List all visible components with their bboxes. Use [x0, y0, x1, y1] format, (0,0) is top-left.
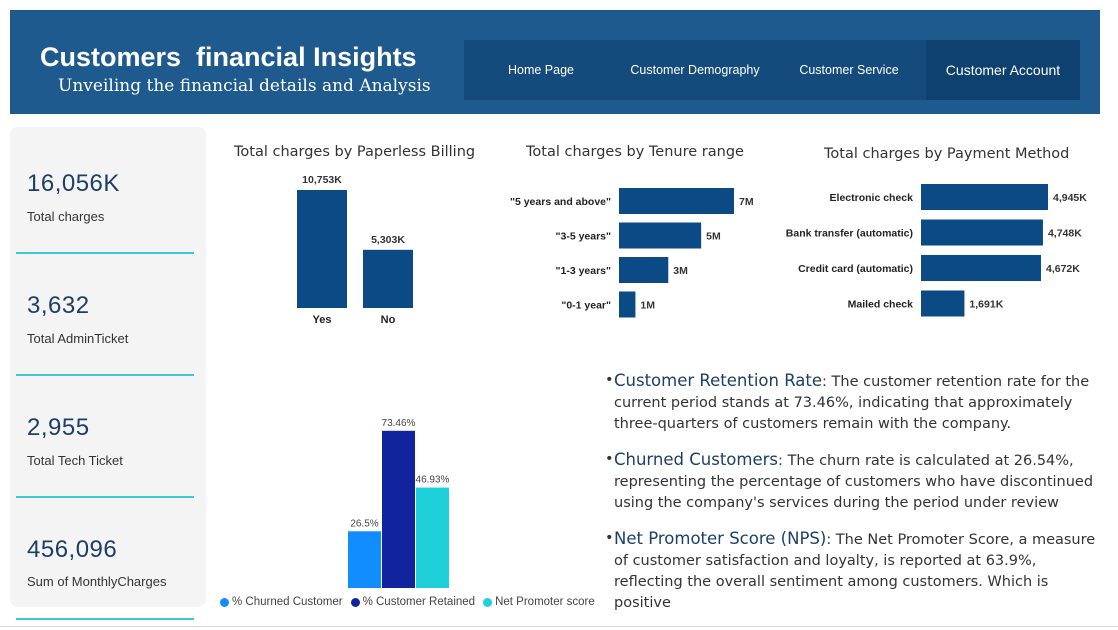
kpi-divider: [16, 618, 194, 620]
tick-label: Mailed check: [848, 299, 914, 311]
insight-item: • Net Promoter Score (NPS): The Net Promo…: [605, 528, 1100, 614]
nav-customer-demography[interactable]: Customer Demography: [630, 63, 760, 77]
report-subtitle: Unveiling the financial details and Anal…: [58, 76, 431, 96]
data-label: 3M: [673, 265, 688, 277]
insight-item: • Customer Retention Rate: The customer r…: [605, 370, 1100, 435]
data-label: 4,945K: [1053, 192, 1087, 204]
data-label: 46.93%: [416, 475, 450, 486]
bullet: •: [605, 530, 614, 546]
tick-label: Electronic check: [830, 192, 914, 204]
kpi-divider: [16, 374, 194, 376]
nav-bar: Home Page Customer Demography Customer S…: [464, 40, 1080, 100]
data-label: 10,753K: [302, 174, 342, 186]
kpi-tech-ticket-label: Total Tech Ticket: [27, 453, 123, 468]
legend-item: % Customer Retained: [350, 596, 476, 608]
data-label: 7M: [739, 196, 754, 208]
bar: [363, 249, 413, 308]
insight-item: • Churned Customers: The churn rate is ca…: [605, 449, 1100, 514]
insight-heading: Customer Retention Rate: [614, 371, 823, 390]
report-title: Customers financial Insights: [40, 42, 417, 72]
legend-label: Net Promoter score: [495, 596, 595, 608]
tick-label: "3-5 years": [556, 231, 612, 243]
data-label: 73.46%: [382, 418, 416, 429]
data-label: 5M: [706, 231, 721, 243]
kpi-monthly-charges-value: 456,096: [27, 536, 118, 563]
bar: [921, 184, 1048, 210]
data-label: 5,303K: [371, 234, 405, 246]
bar: [619, 257, 669, 283]
bar: [921, 290, 965, 317]
retention-legend: % Churned Customer % Customer Retained N…: [220, 596, 595, 608]
insight-body: : The Net Promoter Score, a measure of c…: [614, 532, 1096, 611]
tick-label: "1-3 years": [556, 265, 612, 277]
bottom-rule: [0, 626, 1118, 627]
data-label: 1,691K: [969, 299, 1003, 311]
bar: [416, 487, 449, 588]
paperless-chart-title: Total charges by Paperless Billing: [234, 144, 476, 160]
nav-customer-account[interactable]: Customer Account: [926, 40, 1080, 100]
data-label: 26.5%: [350, 518, 378, 529]
legend-label: % Customer Retained: [362, 596, 476, 608]
retention-chart: 26.5% 73.46% 46.93%: [348, 418, 450, 588]
kpi-total-charges-value: 16,056K: [27, 170, 120, 197]
insight-heading: Churned Customers: [614, 450, 779, 469]
kpi-admin-ticket-value: 3,632: [27, 292, 90, 319]
bar: [619, 222, 702, 249]
nav-customer-service[interactable]: Customer Service: [799, 63, 899, 77]
insight-body: : The churn rate is calculated at 26.54%…: [614, 453, 1094, 511]
payment-method-chart: Electronic check 4,945K Bank transfer (aut…: [786, 184, 1087, 317]
legend-label: % Churned Customer: [232, 596, 343, 608]
kpi-total-charges-label: Total charges: [27, 209, 105, 224]
bar: [382, 430, 415, 588]
paperless-billing-chart: 10,753K Yes 5,303K No: [297, 174, 413, 326]
tick-label: No: [381, 314, 396, 326]
data-label: 4,672K: [1046, 263, 1080, 275]
bar: [348, 531, 381, 588]
tick-label: "5 years and above": [510, 196, 611, 208]
insight-body: : The customer retention rate for the cu…: [614, 374, 1090, 432]
bar: [297, 190, 347, 308]
kpi-tech-ticket-value: 2,955: [27, 414, 90, 441]
legend-dot-icon: [350, 597, 360, 607]
legend-item: % Churned Customer: [220, 596, 343, 608]
insights-panel: • Customer Retention Rate: The customer r…: [605, 370, 1100, 628]
bar: [921, 255, 1041, 281]
data-label: 4,748K: [1048, 228, 1082, 240]
kpi-divider: [16, 252, 194, 254]
nav-home-page[interactable]: Home Page: [507, 63, 574, 77]
tick-label: Credit card (automatic): [798, 263, 913, 275]
kpi-panel: 16,056K Total charges 3,632 Total AdminT…: [10, 127, 206, 607]
bar: [921, 219, 1043, 246]
tenure-range-chart: "5 years and above" 7M "3-5 years" 5M "1-3 y…: [510, 188, 754, 318]
tick-label: "0-1 year": [561, 300, 611, 312]
tenure-chart-title: Total charges by Tenure range: [526, 144, 744, 160]
kpi-admin-ticket-label: Total AdminTicket: [27, 331, 129, 346]
bullet: •: [605, 372, 614, 388]
kpi-monthly-charges-label: Sum of MonthlyCharges: [27, 574, 167, 589]
bar: [619, 188, 734, 214]
payment-chart-title: Total charges by Payment Method: [824, 146, 1070, 162]
bar: [619, 291, 636, 318]
legend-dot-icon: [220, 597, 229, 607]
legend-dot-icon: [483, 597, 493, 607]
report-header: Customers financial Insights Unveiling t…: [10, 10, 1100, 114]
tick-label: Bank transfer (automatic): [786, 228, 913, 240]
insight-heading: Net Promoter Score (NPS): [614, 529, 827, 548]
data-label: 1M: [640, 300, 655, 312]
kpi-divider: [16, 496, 194, 498]
tick-label: Yes: [313, 314, 332, 326]
legend-item: Net Promoter score: [483, 596, 595, 608]
bullet: •: [605, 451, 614, 467]
